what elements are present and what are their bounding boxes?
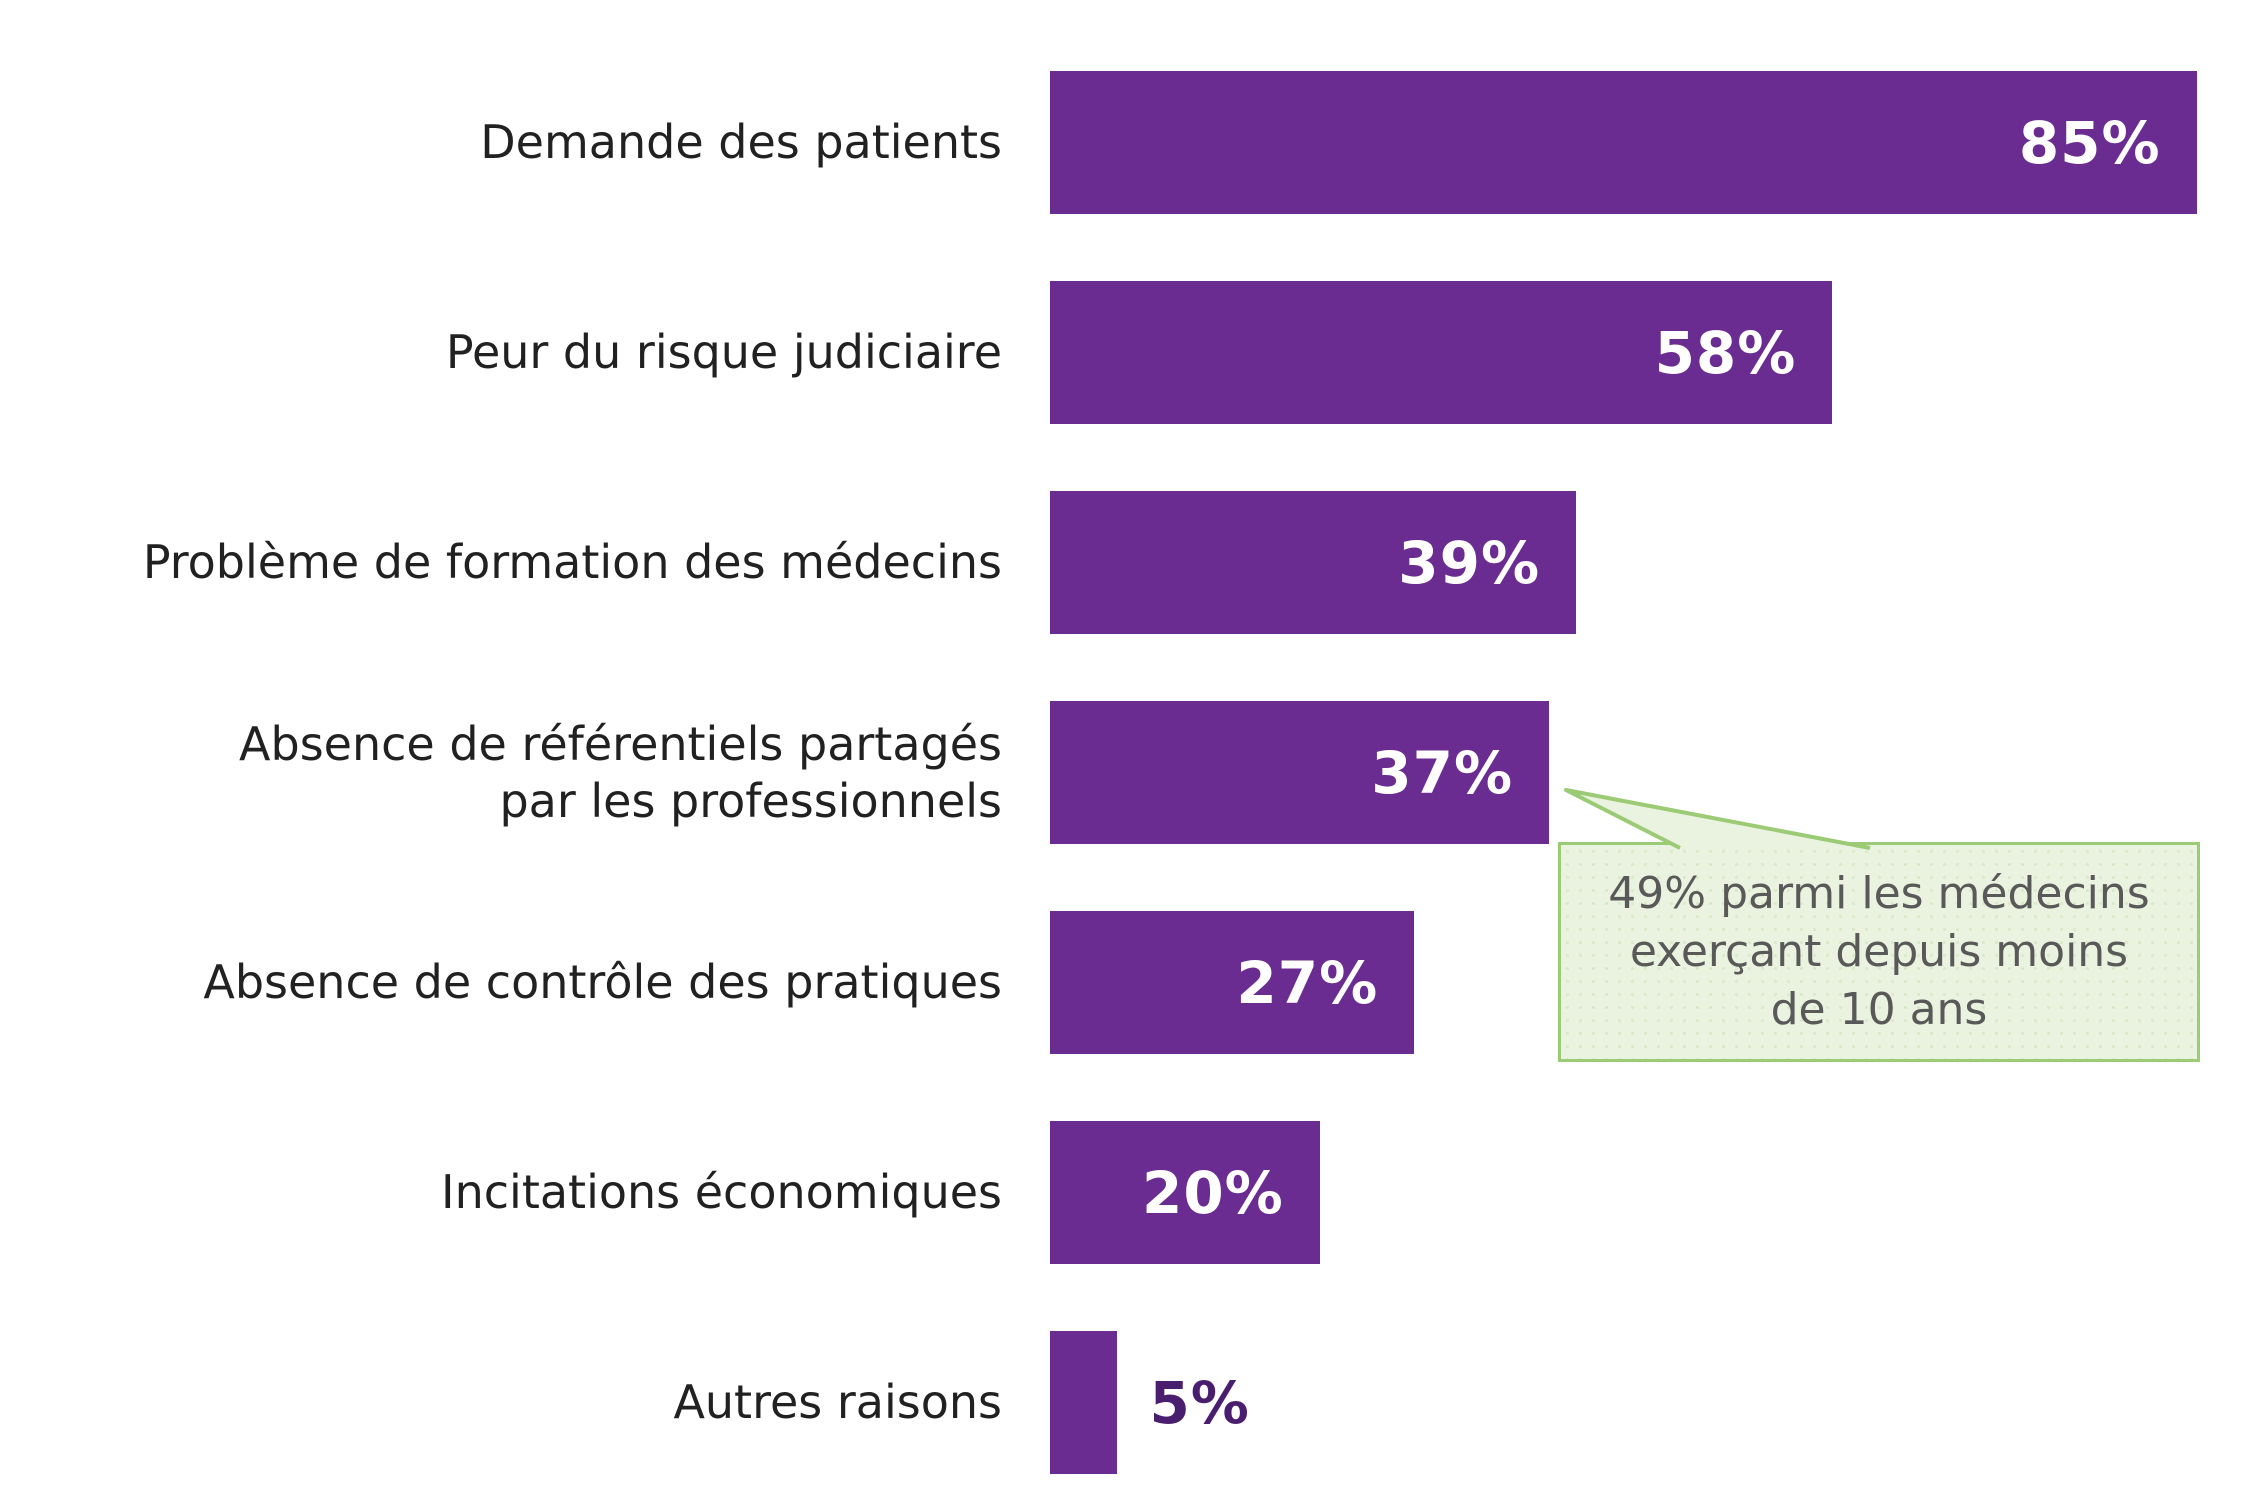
category-label: Absence de contrôle des pratiques bbox=[203, 955, 1002, 1010]
bar-row: Demande des patients 85% bbox=[0, 71, 2253, 214]
bar-track: 39% bbox=[1050, 491, 2253, 634]
bar-track: 58% bbox=[1050, 281, 2253, 424]
bar bbox=[1050, 1331, 1118, 1474]
category-label: Incitations économiques bbox=[441, 1165, 1002, 1220]
category-label: Problème de formation des médecins bbox=[142, 535, 1002, 590]
bar-track: 5% bbox=[1050, 1331, 2253, 1474]
value-label: 85% bbox=[2018, 108, 2161, 177]
callout-pointer-icon bbox=[1564, 788, 1871, 850]
category-label: Absence de référentiels partagés par les… bbox=[239, 717, 1002, 828]
bar-track: 85% bbox=[1050, 71, 2253, 214]
value-label: 58% bbox=[1654, 318, 1797, 387]
bar: 58% bbox=[1050, 281, 1833, 424]
bar-row: Problème de formation des médecins 39% bbox=[0, 491, 2253, 634]
value-label: 37% bbox=[1371, 738, 1514, 807]
bar-row: Incitations économiques 20% bbox=[0, 1121, 2253, 1264]
value-label: 20% bbox=[1141, 1158, 1284, 1227]
bar: 37% bbox=[1050, 701, 1550, 844]
bar-row: Absence de référentiels partagés par les… bbox=[0, 701, 2253, 844]
value-label: 39% bbox=[1398, 528, 1541, 597]
bar-row: Autres raisons 5% bbox=[0, 1331, 2253, 1474]
bar: 20% bbox=[1050, 1121, 1320, 1264]
bar: 39% bbox=[1050, 491, 1577, 634]
bar-track: 27% bbox=[1050, 911, 2253, 1054]
value-label: 27% bbox=[1236, 948, 1379, 1017]
callout-text: 49% parmi les médecins exerçant depuis m… bbox=[1608, 867, 2150, 1036]
callout: 49% parmi les médecins exerçant depuis m… bbox=[1558, 842, 2200, 1062]
category-label: Demande des patients bbox=[480, 115, 1002, 170]
bar-track: 37% bbox=[1050, 701, 2253, 844]
bar: 85% bbox=[1050, 71, 2197, 214]
bar: 27% bbox=[1050, 911, 1415, 1054]
category-label: Peur du risque judiciaire bbox=[445, 325, 1002, 380]
bar-row: Peur du risque judiciaire 58% bbox=[0, 281, 2253, 424]
value-label: 5% bbox=[1149, 1368, 1250, 1437]
category-label: Autres raisons bbox=[673, 1375, 1002, 1430]
bar-track: 20% bbox=[1050, 1121, 2253, 1264]
bar-row: Absence de contrôle des pratiques 27% bbox=[0, 911, 2253, 1054]
